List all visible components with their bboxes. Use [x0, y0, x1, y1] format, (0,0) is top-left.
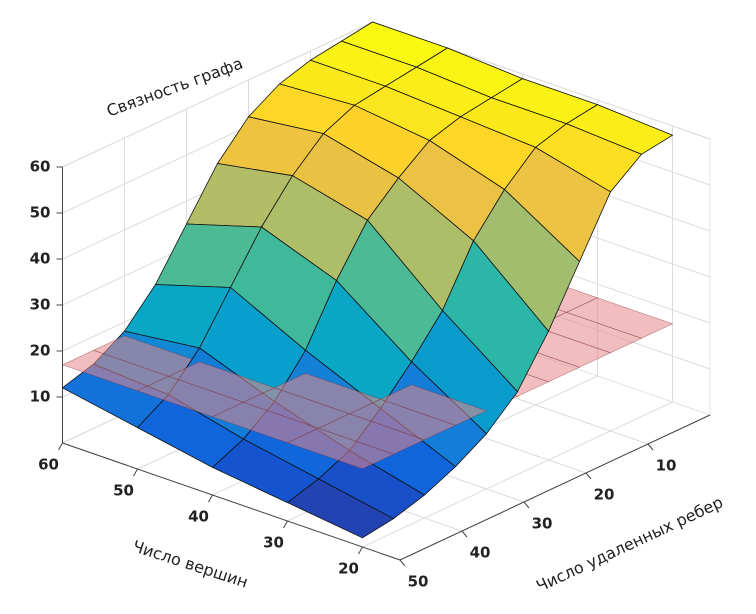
tick-mark [208, 494, 213, 503]
tick-mark [399, 559, 406, 567]
tick-mark [133, 468, 138, 477]
tick-mark [58, 442, 63, 451]
x-axis-title: Число вершин [130, 536, 250, 591]
tick-mark [585, 472, 592, 480]
z-tick-label: 60 [30, 158, 51, 176]
x-tick-label: 50 [113, 482, 134, 500]
x-tick-label: 60 [38, 456, 59, 474]
x-tick-label: 20 [338, 560, 359, 578]
y-tick-label: 30 [532, 515, 553, 533]
axis-line [399, 414, 711, 561]
z-tick-label: 40 [30, 250, 51, 268]
grid-line [362, 401, 673, 548]
x-tick-label: 40 [188, 508, 209, 526]
y-tick-label: 50 [408, 573, 429, 591]
y-tick-label: 20 [594, 486, 615, 504]
y-tick-label: 10 [656, 457, 677, 475]
tick-mark [647, 443, 654, 451]
threshold-plane [286, 427, 395, 470]
surface [61, 21, 674, 539]
z-tick-label: 30 [30, 296, 51, 314]
z-tick-label: 50 [30, 204, 51, 222]
tick-mark [523, 501, 530, 509]
z-tick-label: 10 [30, 388, 51, 406]
z-tick-label: 20 [30, 342, 51, 360]
grid-line [62, 21, 373, 168]
tick-mark [461, 530, 468, 538]
x-tick-label: 30 [263, 534, 284, 552]
y-axis-title: Число удаленных ребер [533, 492, 726, 595]
tick-mark [358, 546, 363, 555]
y-tick-label: 40 [470, 544, 491, 562]
axis-line [62, 442, 401, 561]
tick-mark [283, 520, 288, 529]
surface-patch [286, 478, 395, 539]
